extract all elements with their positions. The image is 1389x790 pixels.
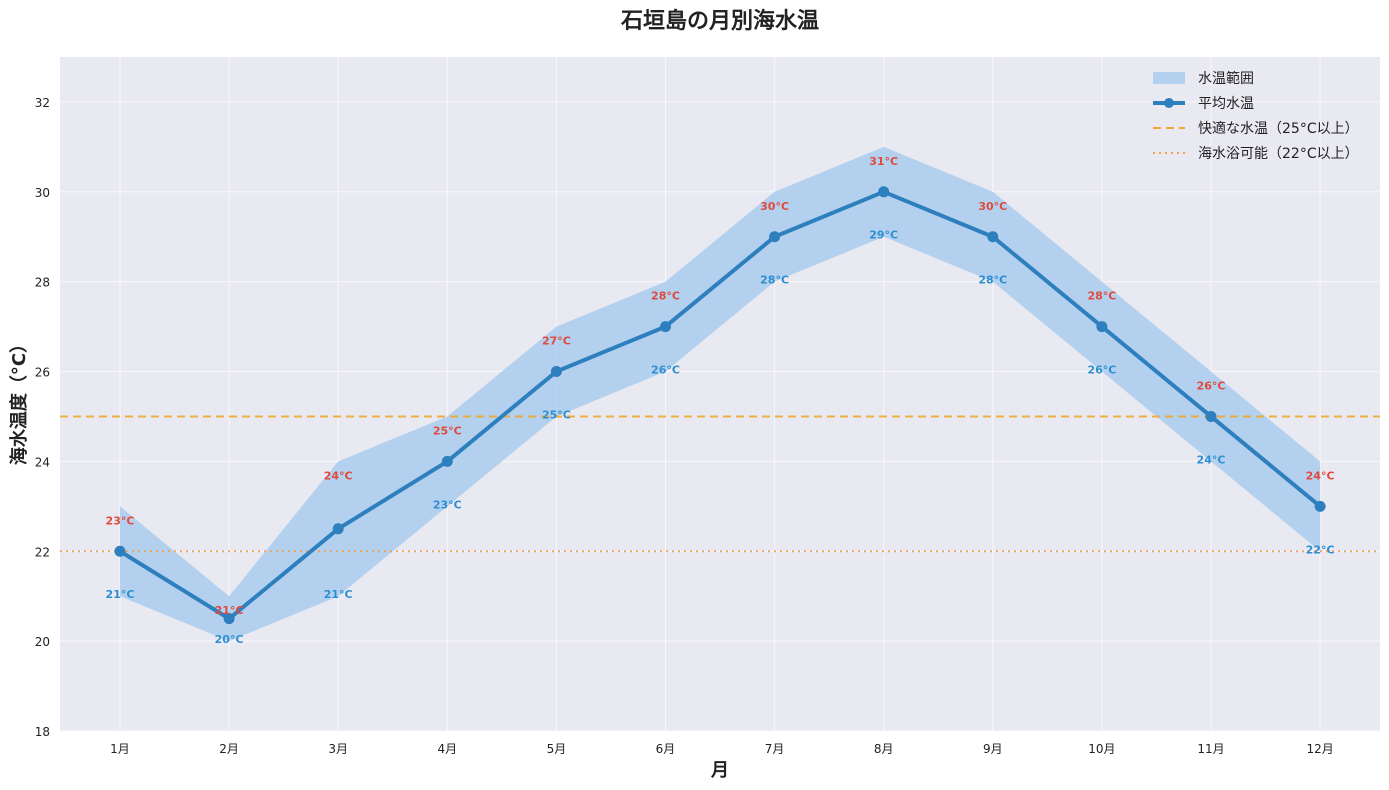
- x-tick-label: 2月: [219, 742, 239, 756]
- average-point: [987, 231, 999, 243]
- y-axis-label: 海水温度（°C）: [8, 335, 30, 465]
- min-temp-label: 28°C: [978, 274, 1007, 287]
- legend-label: 平均水温: [1198, 96, 1254, 112]
- y-tick-label: 30: [35, 186, 50, 200]
- legend-label: 海水浴可能（22°C以上）: [1198, 146, 1359, 162]
- min-temp-label: 23°C: [433, 498, 462, 511]
- max-temp-label: 26°C: [1197, 380, 1226, 393]
- average-point: [660, 321, 671, 333]
- x-tick-label: 1月: [110, 742, 130, 756]
- y-tick-label: 22: [35, 545, 50, 559]
- max-temp-label: 30°C: [760, 200, 789, 213]
- average-point: [769, 231, 781, 243]
- min-temp-label: 20°C: [215, 633, 244, 646]
- y-tick-label: 24: [35, 455, 50, 469]
- average-point: [1205, 410, 1217, 422]
- y-tick-label: 18: [35, 725, 50, 739]
- legend-swatch-marker: [1164, 98, 1174, 108]
- range-band-area: [120, 146, 1321, 642]
- average-point: [1314, 500, 1326, 512]
- max-temp-label: 24°C: [324, 469, 353, 482]
- y-tick-label: 32: [35, 96, 50, 110]
- max-temp-label: 28°C: [651, 290, 680, 303]
- y-tick-label: 28: [35, 276, 50, 290]
- min-temp-label: 26°C: [1087, 364, 1116, 377]
- x-tick-label: 12月: [1306, 742, 1333, 756]
- x-tick-label: 3月: [328, 742, 348, 756]
- min-temp-label: 26°C: [651, 364, 680, 377]
- min-temp-label: 28°C: [760, 274, 789, 287]
- max-temp-label: 27°C: [542, 335, 571, 348]
- max-temp-label: 23°C: [106, 514, 135, 527]
- max-temp-label: 31°C: [869, 155, 898, 168]
- max-temp-label: 21°C: [215, 604, 244, 617]
- data-labels: 23°C 21°C 24°C 25°C 27°C 28°C 30°C 31°C 30°C 28°C…: [106, 155, 1335, 646]
- reference-lines: [60, 415, 1380, 553]
- min-temp-label: 29°C: [869, 229, 898, 242]
- average-point: [114, 545, 126, 557]
- average-point: [332, 523, 344, 535]
- average-point: [1096, 321, 1108, 333]
- legend-label: 快適な水温（25°C以上）: [1198, 120, 1359, 137]
- x-tick-label: 5月: [547, 742, 567, 756]
- legend-swatch-band: [1153, 72, 1185, 84]
- y-tick-label: 20: [35, 635, 50, 649]
- range-band: [120, 146, 1321, 642]
- max-temp-label: 28°C: [1087, 290, 1116, 303]
- average-point: [550, 366, 562, 378]
- max-temp-label: 30°C: [978, 200, 1007, 213]
- min-temp-label: 21°C: [324, 588, 353, 601]
- average-point: [878, 186, 890, 198]
- y-ticks: 18 20 22 24 26 28 30 32: [35, 96, 50, 739]
- chart-title: 石垣島の月別海水温: [620, 8, 819, 34]
- x-ticks: 1月 2月 3月 4月 5月 6月 7月 8月 9月 10月 11月 12月: [110, 742, 1334, 756]
- legend-label: 水温範囲: [1198, 70, 1254, 87]
- x-tick-label: 8月: [874, 742, 894, 756]
- min-temp-label: 21°C: [106, 588, 135, 601]
- y-tick-label: 26: [35, 366, 50, 380]
- average-line: [114, 186, 1326, 625]
- min-temp-label: 24°C: [1197, 453, 1226, 466]
- average-point: [441, 455, 453, 467]
- x-tick-label: 11月: [1197, 742, 1224, 756]
- x-tick-label: 7月: [765, 742, 785, 756]
- min-temp-label: 22°C: [1306, 543, 1335, 556]
- max-temp-label: 24°C: [1306, 469, 1335, 482]
- max-temp-label: 25°C: [433, 424, 462, 437]
- x-tick-label: 10月: [1088, 742, 1115, 756]
- average-line-path: [118, 189, 1322, 621]
- x-tick-label: 4月: [437, 742, 457, 756]
- x-tick-label: 6月: [656, 742, 676, 756]
- min-temp-label: 25°C: [542, 408, 571, 421]
- average-point: [223, 613, 235, 625]
- x-axis-label: 月: [710, 760, 729, 781]
- x-tick-label: 9月: [983, 742, 1003, 756]
